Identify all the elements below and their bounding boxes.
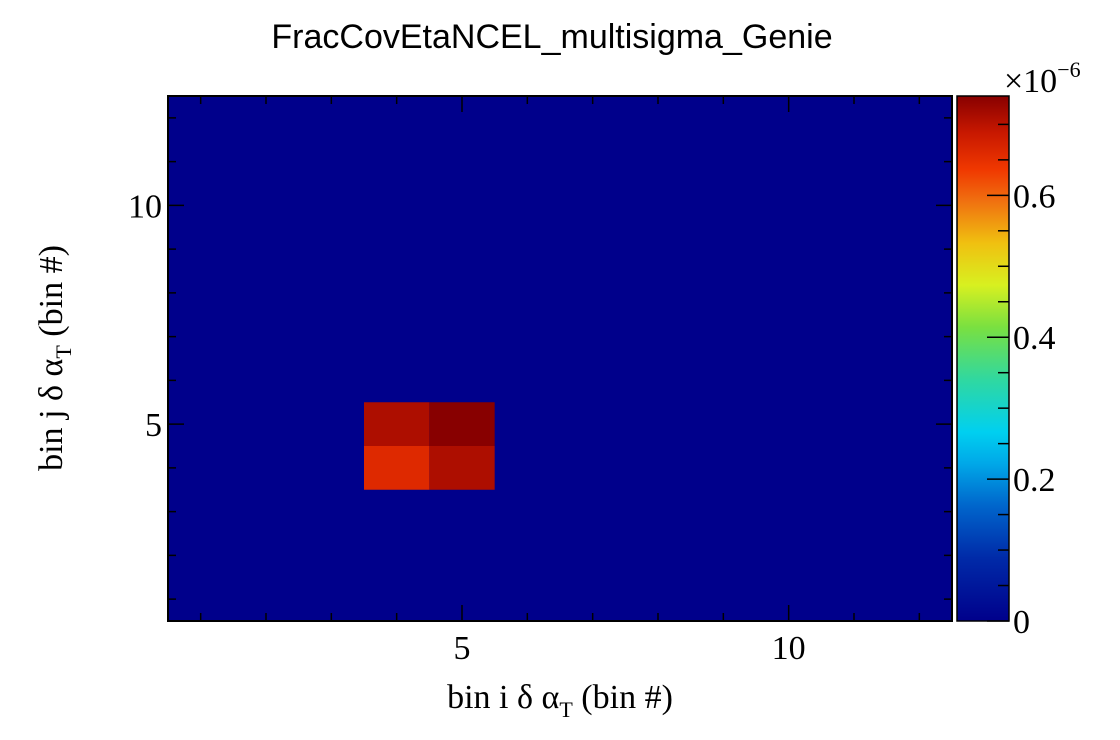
heatmap-cells xyxy=(364,402,495,490)
y-tick-label: 10 xyxy=(128,188,162,225)
y-axis-title: bin j δ αT (bin #) xyxy=(33,245,76,471)
color-scale-tick-label: 0 xyxy=(1013,604,1030,641)
y-tick-label: 5 xyxy=(145,407,162,444)
x-axis-title-suffix: (bin #) xyxy=(573,679,673,716)
x-axis-ticks: 5 10 xyxy=(199,96,921,667)
plot-frame xyxy=(167,95,953,622)
color-scale-exponent: ×10−6 xyxy=(1004,57,1081,100)
color-scale-bar: 0 0.2 0.4 0.6 ×10−6 xyxy=(956,57,1081,641)
color-scale-tick-label: 0.2 xyxy=(1013,462,1056,499)
y-axis-title-subscript: T xyxy=(51,345,76,359)
heatmap-cell xyxy=(364,446,430,490)
x-axis-title-subscript: T xyxy=(559,697,573,722)
x-tick-label: 5 xyxy=(454,630,471,667)
color-scale-ticks: 0 0.2 0.4 0.6 xyxy=(987,123,1056,641)
color-scale-gradient xyxy=(957,96,1009,621)
x-tick-label: 10 xyxy=(772,630,806,667)
y-axis-title-suffix: (bin #) xyxy=(33,245,70,345)
color-scale-tick-label: 0.6 xyxy=(1013,178,1056,215)
plot-area: 5 10 5 10 xyxy=(128,95,953,667)
color-scale-exponent-power: −6 xyxy=(1057,57,1080,82)
heatmap-cell xyxy=(429,402,495,446)
color-scale-tick-label: 0.4 xyxy=(1013,320,1056,357)
y-axis-ticks: 5 10 xyxy=(128,117,952,600)
x-axis-title: bin i δ αT (bin #) xyxy=(447,679,673,722)
color-scale-frame xyxy=(956,95,1010,622)
chart-title: FracCovEtaNCEL_multisigma_Genie xyxy=(271,18,832,56)
x-axis-title-prefix: bin i δ α xyxy=(447,679,559,716)
heatmap-cell xyxy=(364,402,430,446)
plot-background xyxy=(168,96,952,621)
heatmap-cell xyxy=(429,446,495,490)
color-scale-exponent-base: ×10 xyxy=(1004,63,1057,100)
y-axis-title-prefix: bin j δ α xyxy=(33,358,70,470)
